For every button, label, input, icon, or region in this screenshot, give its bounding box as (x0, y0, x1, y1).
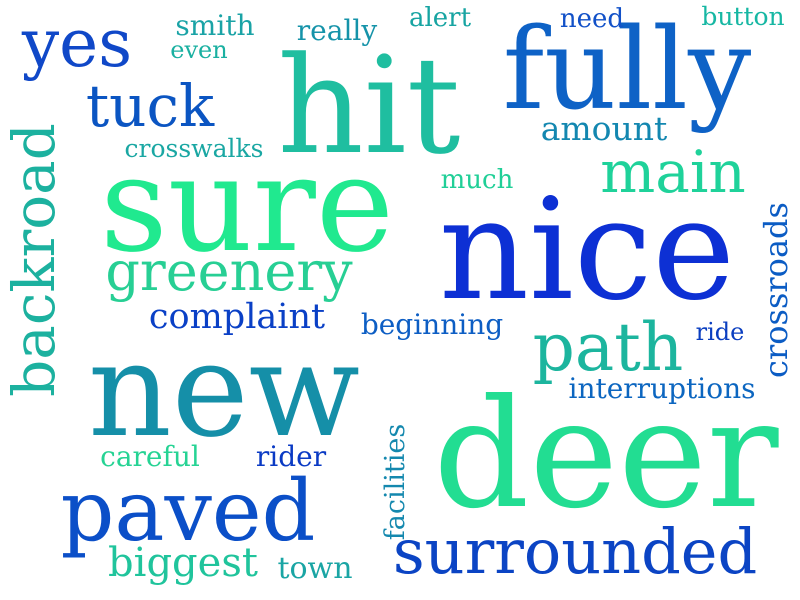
word-backroad: backroad (0, 123, 68, 397)
word-beginning: beginning (361, 308, 503, 341)
word-path: path (533, 309, 684, 386)
word-alert: alert (409, 3, 472, 33)
word-deer: deer (433, 368, 779, 542)
word-even: even (170, 36, 227, 64)
word-careful: careful (100, 440, 200, 473)
word-biggest: biggest (108, 540, 258, 586)
word-ride: ride (696, 318, 745, 346)
word-town: town (277, 551, 352, 586)
word-sure: sure (100, 128, 394, 282)
word-nice: nice (439, 169, 735, 332)
word-main: main (600, 138, 745, 206)
word-paved: paved (61, 462, 316, 560)
word-crossroads: crossroads (757, 202, 795, 378)
word-yes: yes (21, 5, 132, 82)
word-surrounded: surrounded (393, 515, 757, 588)
word-button: button (701, 2, 784, 31)
word-new: new (88, 314, 360, 466)
word-rider: rider (256, 440, 327, 473)
word-crosswalks: crosswalks (125, 134, 264, 163)
word-smith: smith (175, 9, 254, 42)
word-complaint: complaint (149, 297, 325, 337)
word-amount: amount (541, 109, 668, 148)
word-hit: hit (277, 28, 460, 184)
word-greenery: greenery (105, 240, 353, 303)
word-much: much (441, 165, 514, 195)
word-need: need (560, 4, 624, 34)
word-fully: fully (503, 5, 752, 135)
word-really: really (297, 14, 378, 47)
word-interruptions: interruptions (568, 372, 755, 405)
word-facilities: facilities (380, 424, 411, 540)
word-tuck: tuck (86, 72, 215, 140)
